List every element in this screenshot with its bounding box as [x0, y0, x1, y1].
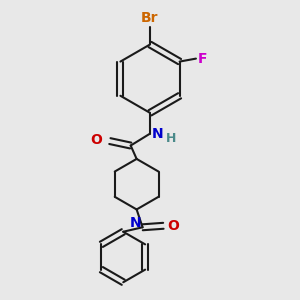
Text: O: O — [167, 219, 179, 233]
Text: N: N — [152, 127, 163, 141]
Text: N: N — [129, 216, 141, 230]
Text: H: H — [166, 132, 177, 145]
Text: F: F — [197, 52, 207, 66]
Text: Br: Br — [141, 11, 159, 25]
Text: O: O — [91, 133, 102, 147]
